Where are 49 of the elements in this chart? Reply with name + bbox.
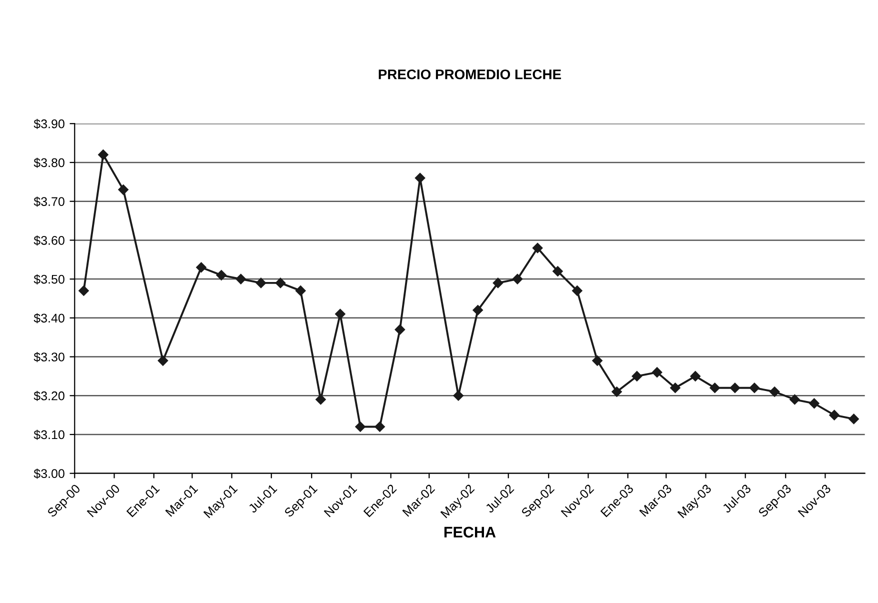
- point: [592, 356, 602, 366]
- point: [216, 270, 226, 280]
- point: [414, 172, 426, 184]
- x-axis-title: FECHA: [444, 526, 496, 538]
- point: [512, 274, 523, 284]
- y-tick-label: $3.70: [34, 196, 64, 207]
- point: [196, 262, 206, 273]
- point: [453, 390, 464, 401]
- point: [256, 278, 266, 288]
- point: [809, 398, 820, 409]
- point: [670, 382, 680, 393]
- y-tick-label: $3.60: [34, 235, 64, 246]
- point: [118, 184, 128, 195]
- point: [355, 422, 366, 432]
- point: [572, 286, 582, 296]
- y-tick-label: $3.90: [34, 118, 64, 130]
- point: [829, 410, 840, 420]
- point: [710, 382, 720, 393]
- point: [749, 382, 760, 393]
- point: [769, 386, 780, 397]
- y-tick-label: $3.40: [34, 313, 64, 324]
- point: [78, 286, 89, 296]
- chart-title: PRECIO PROMEDIO LECHE: [378, 69, 562, 80]
- point: [98, 150, 108, 160]
- point: [236, 274, 246, 284]
- y-tick-label: $3.00: [34, 468, 64, 479]
- y-tick-label: $3.20: [34, 390, 64, 402]
- point: [158, 356, 168, 366]
- y-tick-label: $3.10: [34, 430, 64, 440]
- y-tick-label: $3.30: [34, 352, 64, 362]
- point: [790, 394, 800, 405]
- y-tick-label: $3.80: [34, 158, 64, 168]
- point: [275, 278, 286, 288]
- point: [472, 305, 483, 316]
- point: [552, 266, 563, 276]
- point: [394, 324, 406, 335]
- point: [612, 386, 622, 397]
- point: [848, 414, 859, 424]
- point: [652, 367, 662, 378]
- point: [632, 371, 642, 382]
- point: [335, 308, 346, 320]
- y-tick-label: $3.50: [34, 274, 64, 284]
- point: [295, 286, 306, 296]
- point: [730, 382, 740, 393]
- point: [374, 422, 385, 432]
- point: [316, 394, 326, 405]
- point: [690, 371, 700, 382]
- point: [492, 278, 504, 288]
- point: [532, 242, 543, 254]
